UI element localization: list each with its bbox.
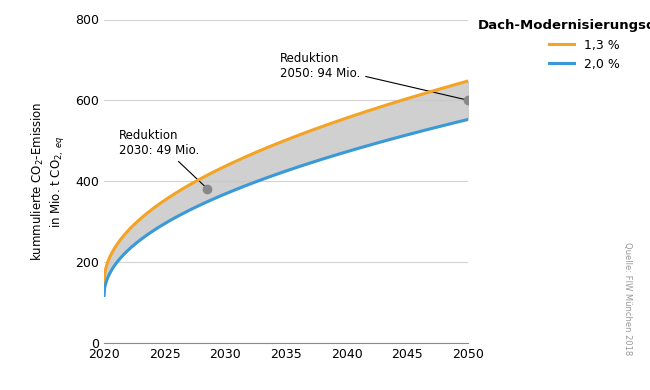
Text: Quelle: FIW München 2018: Quelle: FIW München 2018 — [623, 242, 632, 355]
Y-axis label: kummulierte CO$_2$-Emission
in Mio. t CO$_{2,\ eq}$: kummulierte CO$_2$-Emission in Mio. t CO… — [31, 102, 67, 261]
Text: Reduktion
2030: 49 Mio.: Reduktion 2030: 49 Mio. — [118, 129, 205, 186]
Text: Reduktion
2050: 94 Mio.: Reduktion 2050: 94 Mio. — [280, 52, 465, 99]
Legend: 1,3 %, 2,0 %: 1,3 %, 2,0 % — [478, 19, 650, 71]
